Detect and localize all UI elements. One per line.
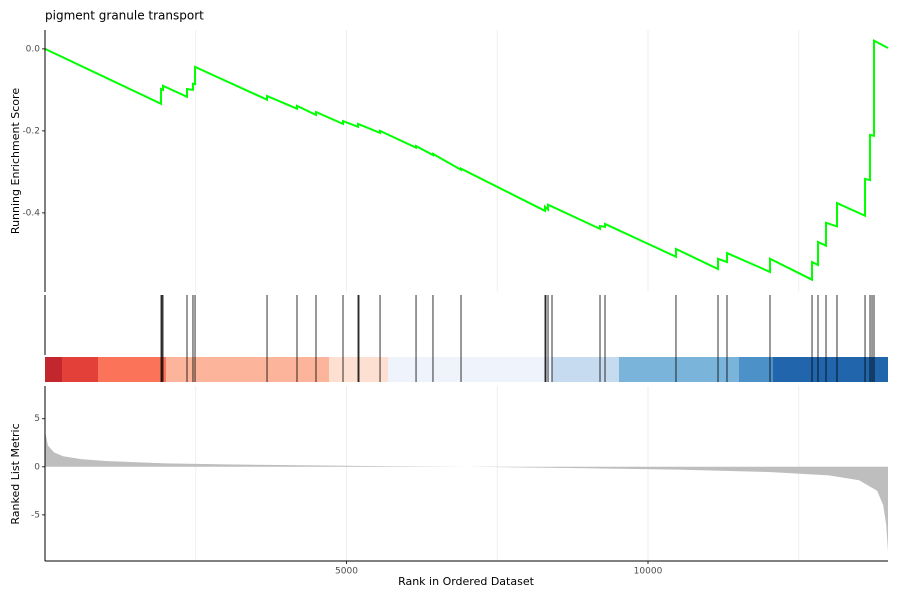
rank-band [738, 357, 774, 382]
x-tick-label: 10000 [634, 567, 663, 577]
rank-band [552, 357, 619, 382]
rank-band [329, 357, 388, 382]
x-tick-label: 5000 [335, 567, 358, 577]
rank-band [618, 357, 739, 382]
rank-band [62, 357, 99, 382]
y-tick-label: -5 [31, 510, 40, 520]
enrichment-line [44, 39, 889, 282]
y-axis-label: Running Enrichment Score [9, 88, 22, 234]
rank-band [98, 357, 167, 382]
x-axis-label: Rank in Ordered Dataset [398, 575, 535, 588]
y-axis-label: Ranked List Metric [9, 423, 22, 524]
y-tick-label: 5 [34, 414, 40, 424]
y-tick-label: 0.0 [26, 44, 41, 54]
rank-band [387, 357, 553, 382]
y-tick-label: 0 [34, 462, 40, 472]
y-tick-label: -0.4 [22, 208, 40, 218]
rank-band [45, 357, 63, 382]
rank-band [773, 357, 888, 382]
rank-band [166, 357, 330, 382]
chart-title: pigment granule transport [45, 9, 204, 23]
y-tick-label: -0.2 [22, 126, 40, 136]
